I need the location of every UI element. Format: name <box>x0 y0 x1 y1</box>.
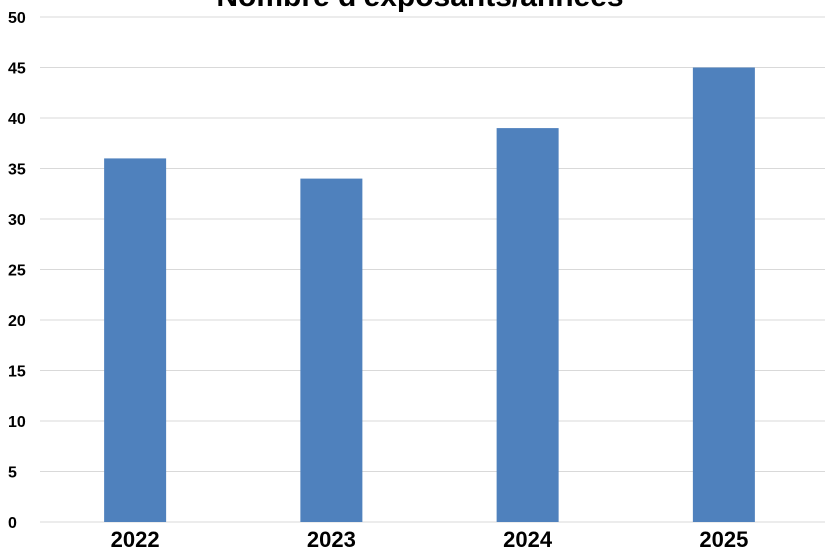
y-tick-label: 20 <box>8 313 26 330</box>
bars <box>104 67 755 522</box>
x-axis-tick-labels: 2022 2023 2024 2025 <box>111 527 749 552</box>
x-tick-label: 2022 <box>111 527 160 552</box>
y-tick-label: 15 <box>8 364 26 381</box>
x-tick-label: 2024 <box>503 527 553 552</box>
bar-2024 <box>496 128 559 522</box>
y-tick-label: 50 <box>8 10 26 27</box>
chart-title: Nombre d'exposants/années <box>216 0 623 13</box>
y-axis-tick-labels: 0 5 10 15 20 25 30 35 40 45 50 <box>8 10 26 532</box>
bar-2023 <box>300 178 363 522</box>
bar-2022 <box>104 158 167 522</box>
x-tick-label: 2025 <box>699 527 748 552</box>
y-tick-label: 35 <box>8 162 26 179</box>
y-tick-label: 10 <box>8 414 26 431</box>
y-tick-label: 5 <box>8 465 17 482</box>
x-tick-label: 2023 <box>307 527 356 552</box>
y-tick-label: 25 <box>8 263 26 280</box>
y-tick-label: 0 <box>8 515 17 532</box>
bar-2025 <box>692 67 755 522</box>
y-tick-label: 30 <box>8 212 26 229</box>
y-tick-label: 45 <box>8 61 26 78</box>
y-tick-label: 40 <box>8 111 26 128</box>
